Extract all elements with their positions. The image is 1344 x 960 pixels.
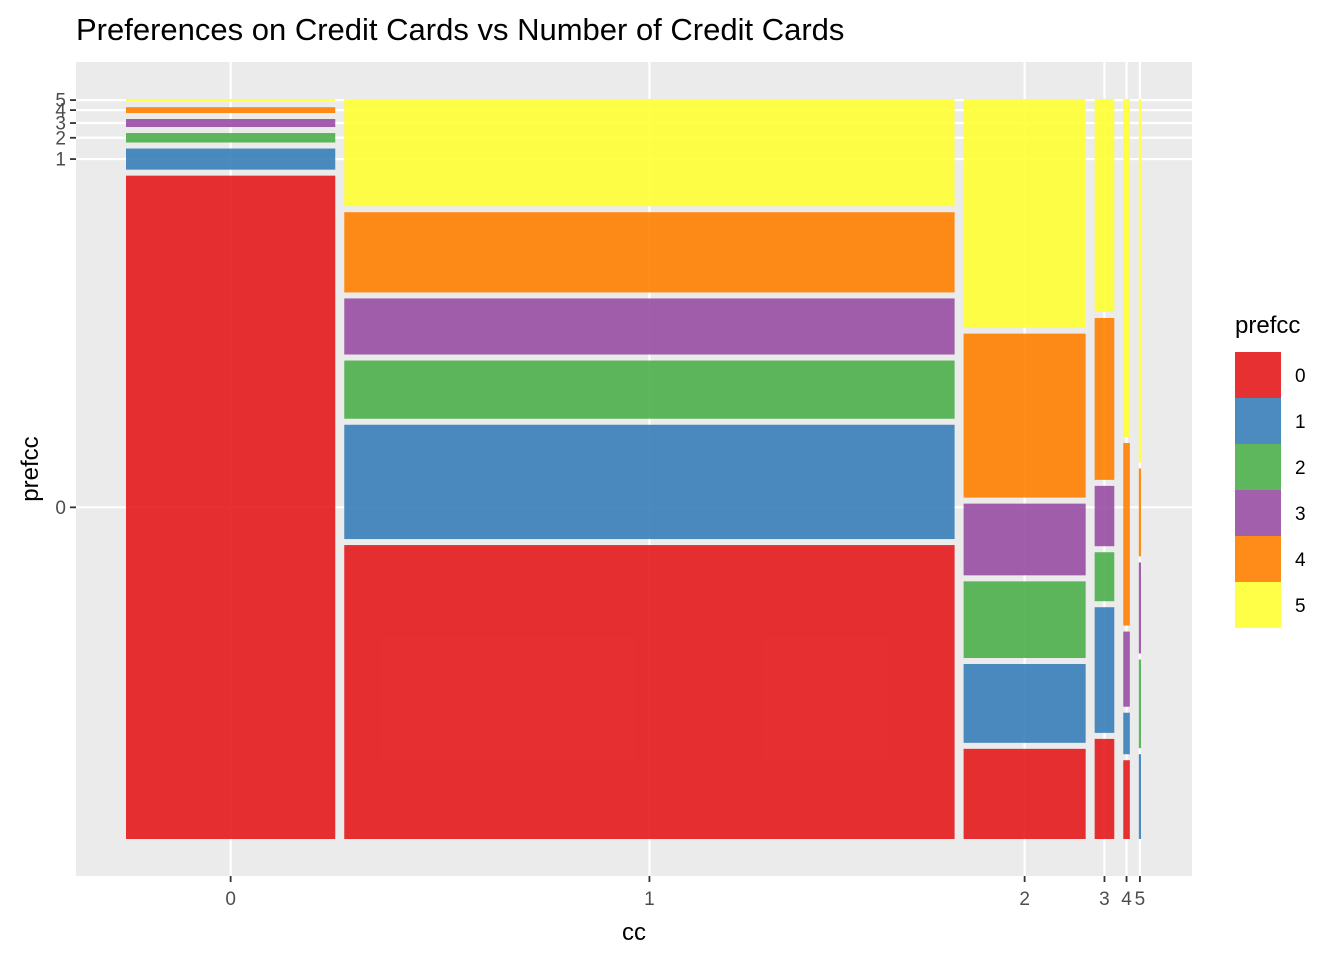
legend-title: prefcc	[1235, 312, 1300, 339]
tile-cc4-prefcc3	[1123, 631, 1130, 707]
y-tick-label-0: 0	[55, 498, 66, 519]
tile-cc1-prefcc3	[344, 298, 955, 355]
legend: prefcc 0 1 2 3 4 5	[1235, 312, 1306, 628]
tile-cc4-prefcc1	[1123, 712, 1130, 755]
tile-cc0-prefcc2	[126, 133, 336, 143]
tile-cc5-prefcc3	[1138, 562, 1141, 654]
tile-cc1-prefcc2	[344, 360, 955, 419]
x-tick-label-3: 3	[1099, 889, 1110, 910]
tile-cc0-prefcc4	[126, 107, 336, 114]
tile-cc4-prefcc5	[1123, 99, 1130, 437]
tile-cc4-prefcc0	[1123, 760, 1130, 839]
tile-cc0-prefcc3	[126, 119, 336, 128]
y-axis-title: prefcc	[17, 436, 44, 501]
legend-key-3	[1235, 490, 1281, 536]
legend-label-4: 4	[1295, 550, 1306, 571]
y-tick-label-5: 5	[55, 91, 66, 112]
chart-title: Preferences on Credit Cards vs Number of…	[76, 12, 844, 47]
legend-key-4	[1235, 536, 1281, 582]
tile-cc3-prefcc2	[1094, 552, 1115, 602]
x-tick-label-0: 0	[225, 889, 236, 910]
tile-cc2-prefcc1	[963, 664, 1086, 743]
y-tick-label-3: 3	[55, 114, 66, 135]
legend-key-5	[1235, 582, 1281, 628]
tile-cc2-prefcc5	[963, 99, 1086, 328]
legend-label-2: 2	[1295, 458, 1306, 479]
y-tick-label-4: 4	[55, 101, 66, 122]
legend-key-0	[1235, 352, 1281, 398]
x-axis-title: cc	[622, 919, 646, 946]
tile-cc0-prefcc0	[126, 175, 336, 840]
tile-cc2-prefcc2	[963, 581, 1086, 659]
tile-cc4-prefcc4	[1123, 442, 1130, 626]
x-tick-label-2: 2	[1019, 889, 1030, 910]
tile-cc1-prefcc5	[344, 99, 955, 207]
legend-label-5: 5	[1295, 596, 1306, 617]
tile-cc3-prefcc4	[1094, 318, 1115, 480]
tile-cc5-prefcc5	[1138, 99, 1141, 463]
bars	[126, 99, 1141, 840]
tile-cc3-prefcc0	[1094, 738, 1115, 839]
tile-cc2-prefcc3	[963, 503, 1086, 576]
tile-cc2-prefcc4	[963, 333, 1086, 498]
tile-cc0-prefcc5	[126, 99, 336, 102]
tile-cc0-prefcc1	[126, 148, 336, 170]
tile-cc3-prefcc5	[1094, 99, 1115, 312]
tile-cc1-prefcc0	[344, 545, 955, 839]
tile-cc3-prefcc3	[1094, 485, 1115, 547]
tile-cc5-prefcc1	[1138, 754, 1141, 839]
tile-cc1-prefcc1	[344, 424, 955, 540]
tile-cc5-prefcc2	[1138, 659, 1141, 749]
x-tick-label-4: 4	[1121, 889, 1132, 910]
legend-key-2	[1235, 444, 1281, 490]
tile-cc1-prefcc4	[344, 212, 955, 293]
legend-label-1: 1	[1295, 412, 1306, 433]
legend-label-3: 3	[1295, 504, 1306, 525]
legend-key-1	[1235, 398, 1281, 444]
tile-cc5-prefcc4	[1138, 468, 1141, 557]
tile-cc3-prefcc1	[1094, 607, 1115, 733]
tile-cc2-prefcc0	[963, 748, 1086, 839]
y-tick-label-2: 2	[55, 128, 66, 149]
x-tick-label-5: 5	[1135, 889, 1146, 910]
x-tick-label-1: 1	[644, 889, 655, 910]
y-tick-label-1: 1	[55, 150, 66, 171]
legend-label-0: 0	[1295, 366, 1306, 387]
